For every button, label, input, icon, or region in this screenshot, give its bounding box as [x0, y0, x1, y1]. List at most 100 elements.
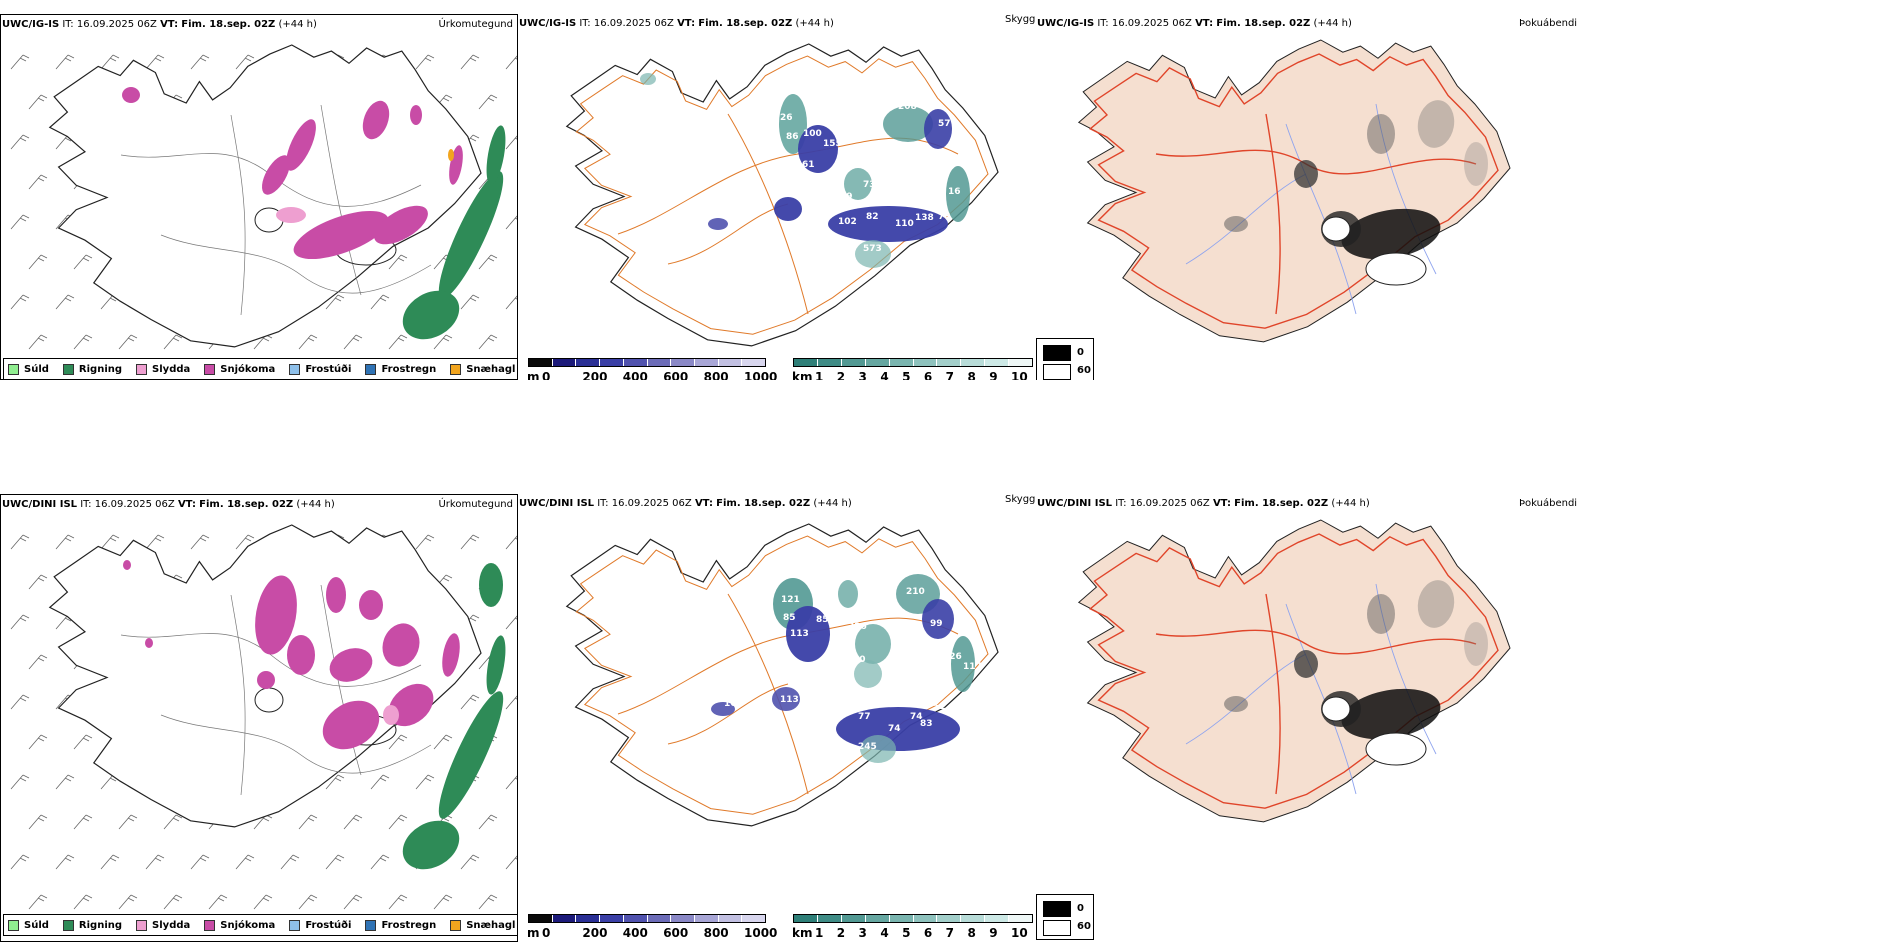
colorbar-cell	[552, 915, 577, 922]
colorbar-cell	[718, 915, 743, 922]
legend-item: Snjókoma	[204, 919, 276, 931]
cloud-base-label: 97	[956, 133, 969, 143]
cloud-panel-row1: UWC/IG-IS IT: 16.09.2025 06Z VT: Fim. 18…	[518, 14, 1036, 380]
fog-panel-row1: UWC/IG-IS IT: 16.09.2025 06Z VT: Fim. 18…	[1036, 14, 1900, 380]
legend-item: Snæhagl	[450, 363, 516, 375]
legend-swatch	[136, 363, 148, 375]
cloud-base-label: 169	[724, 699, 743, 709]
colorbar-tick: 0	[542, 370, 551, 380]
legend-swatch	[365, 919, 377, 931]
cloud-base-label: 86	[818, 205, 831, 215]
colorbar-tick: 7	[945, 926, 955, 940]
panel-tag: Skyggni	[1005, 14, 1036, 25]
colorbar-cell	[1009, 915, 1033, 922]
height-unit: m	[527, 370, 540, 380]
colorbar-cell	[961, 359, 986, 366]
cloud-base-label: 99	[930, 619, 943, 629]
fog-map	[1077, 519, 1511, 823]
cloud-base-label: 326	[848, 622, 867, 632]
cloud-base-label: 138	[915, 213, 934, 223]
legend-label: Snæhagl	[466, 363, 516, 375]
colorbar-cell	[742, 915, 766, 922]
colorbar-cell	[985, 359, 1010, 366]
panel-tag: Þokuábendi	[1519, 498, 1578, 509]
colorbar-cell	[529, 359, 553, 366]
colorbar-cell	[913, 359, 938, 366]
colorbar-cell	[718, 359, 743, 366]
legend-label: Frostúði	[305, 919, 352, 931]
colorbar-tick: 800	[703, 926, 729, 940]
legend-label: Snjókoma	[220, 919, 276, 931]
colorbar-tick: 9	[989, 370, 998, 380]
fog-map	[1077, 39, 1511, 343]
colorbar-cell	[694, 915, 719, 922]
fog-key-white	[1043, 920, 1071, 936]
colorbar-tick: 200	[582, 370, 608, 380]
cloud-base-label: 110	[895, 219, 914, 229]
cloud-base-label: 19	[840, 192, 853, 202]
panel-tag: Þokuábendi	[1519, 18, 1578, 29]
colorbar-tick: 5	[902, 926, 911, 940]
panel-title: UWC/IG-IS IT: 16.09.2025 06Z VT: Fim. 18…	[519, 18, 834, 29]
fog-panel-row2: UWC/DINI ISL IT: 16.09.2025 06Z VT: Fim.…	[1036, 494, 1900, 942]
legend-label: Frostregn	[381, 363, 437, 375]
colorbar-cell	[576, 915, 601, 922]
colorbar-tick: 2	[836, 370, 846, 380]
colorbar-cell	[623, 359, 648, 366]
cloud-base-label: 74	[910, 712, 923, 722]
colorbar-cell	[817, 915, 842, 922]
cloud-base-label: 245	[858, 742, 877, 752]
height-colorbar: m 0 200 400 600 800 1000	[527, 358, 777, 380]
legend-label: Slydda	[152, 919, 191, 931]
colorbar-tick: 800	[703, 370, 729, 380]
colorbar-cell	[671, 359, 695, 366]
legend-swatch	[8, 919, 19, 931]
legend-label: Slydda	[152, 363, 191, 375]
visibility-colorbar: km 1 2 3 4 5 6 7 8 9 10	[792, 358, 1033, 380]
cloud-base-label: 573	[863, 244, 882, 254]
precip-type-panel-row2: UWC/DINI ISL IT: 16.09.2025 06Z VT: Fim.…	[0, 494, 518, 942]
legend-swatch	[365, 363, 377, 375]
cloud-base-label: 121	[781, 595, 800, 605]
cloud-base-label: 78	[938, 212, 951, 222]
colorbar-cell	[794, 359, 818, 366]
cloud-base-label: 31	[818, 589, 831, 599]
fog-key-white	[1043, 364, 1071, 380]
cloud-base-label: 108	[821, 117, 840, 127]
cloud-base-label: 86	[818, 715, 831, 725]
cloud-base-label: 51	[933, 702, 946, 712]
colorbar-cell	[937, 915, 962, 922]
cloud-base-label: 86	[786, 132, 799, 142]
colorbar-cell	[985, 915, 1010, 922]
legend-label: Rigning	[78, 363, 123, 375]
cloud-base-label: 84	[920, 102, 933, 112]
colorbar-tick: 3	[858, 926, 867, 940]
colorbar-tick: 400	[622, 926, 648, 940]
colorbar-tick: 200	[582, 926, 608, 940]
colorbar-tick: 10	[1011, 926, 1028, 940]
legend-swatch	[289, 363, 301, 375]
fog-key-black	[1043, 345, 1071, 361]
colorbar-tick: 600	[663, 370, 689, 380]
legend-item: Slydda	[136, 919, 191, 931]
colorbar-cell	[623, 915, 648, 922]
precip-legend: Súld Rigning Slydda Snjókoma Frostúði Frostre…	[3, 914, 517, 936]
legend-swatch	[450, 919, 462, 931]
panel-title: UWC/DINI ISL IT: 16.09.2025 06Z VT: Fim.…	[519, 498, 852, 509]
precip-type-panel-row1: UWC/IG-IS IT: 16.09.2025 06Z VT: Fim. 18…	[0, 14, 518, 380]
cloud-base-label: 83	[920, 719, 933, 729]
legend-label: Frostúði	[305, 363, 352, 375]
legend-item: Frostregn	[365, 919, 436, 931]
colorbar-tick: 1	[815, 926, 824, 940]
cloud-base-label: 16	[948, 187, 961, 197]
legend-label: Snæhagl	[466, 919, 516, 931]
legend-item: Frostregn	[365, 363, 437, 375]
colorbar-tick: 1000	[744, 926, 778, 940]
cloud-base-label: 208	[898, 102, 917, 112]
colorbar-tick: 4	[880, 370, 889, 380]
legend-swatch	[8, 363, 19, 375]
legend-swatch	[450, 363, 462, 375]
precip-type-map	[10, 44, 517, 350]
